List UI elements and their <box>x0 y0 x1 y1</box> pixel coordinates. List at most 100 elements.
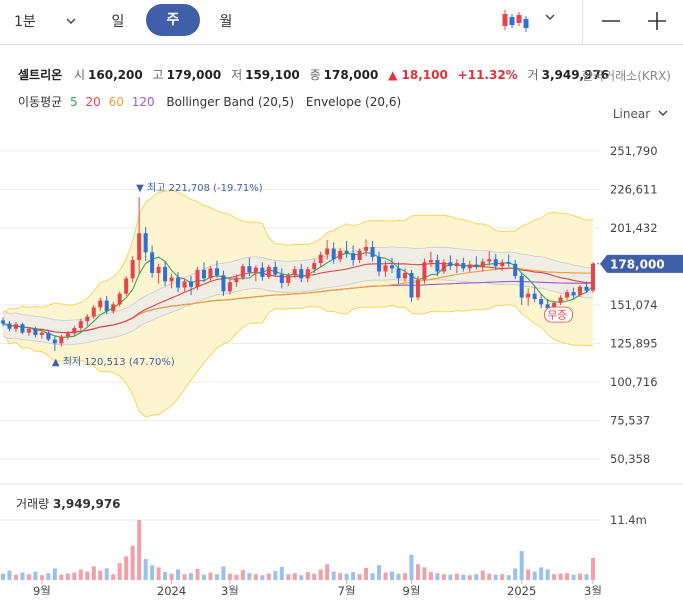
time-tick-label: 3월 <box>584 584 602 595</box>
volume-bar <box>377 565 382 580</box>
high-annotation: ▼ 최고 221,708 (-19.71%) <box>136 182 263 194</box>
low-label: 저 <box>231 68 243 82</box>
volume-bar <box>467 575 472 580</box>
candle-body <box>454 263 459 267</box>
candle-body <box>578 286 583 296</box>
candle-body <box>331 248 336 260</box>
candle-body <box>422 262 427 280</box>
volume-bar <box>435 573 440 580</box>
event-badge <box>544 306 573 323</box>
candle-body <box>260 267 265 277</box>
candle-body <box>526 293 531 298</box>
scale-mode-selector[interactable]: Linear <box>613 107 669 121</box>
chevron-down-icon[interactable] <box>544 8 564 34</box>
volume-bar <box>441 574 446 580</box>
open-value: 160,200 <box>88 68 143 82</box>
close-label: 종 <box>309 68 321 82</box>
candle-body <box>325 248 330 255</box>
price-axis: 251,790 226,611 201,432 151,074 125,895 100,7… <box>593 144 683 466</box>
volume-bar <box>33 571 38 580</box>
candle-body <box>409 273 414 298</box>
volume-bar <box>539 567 544 580</box>
volume-bar <box>402 573 407 580</box>
volume-bar <box>390 571 395 580</box>
candle-body <box>467 264 472 269</box>
time-tick-label: 9월 <box>403 584 421 595</box>
volume-bar <box>117 563 122 580</box>
volume-bar <box>422 567 427 580</box>
candle-body <box>208 268 213 279</box>
time-tick-label: 3월 <box>221 584 239 595</box>
candle-body <box>214 268 219 276</box>
candle-body <box>396 268 401 279</box>
volume-bar <box>124 556 129 580</box>
volume-tick-label: 11.4m <box>610 513 647 527</box>
volume-bar <box>474 574 479 580</box>
volume-bar <box>137 520 142 580</box>
volume-bar <box>454 573 459 580</box>
candle-body <box>33 328 38 335</box>
candle-body <box>111 304 116 312</box>
price-chart[interactable]: 251,790 226,611 201,432 151,074 125,895 100,7… <box>0 130 683 595</box>
volume-bar <box>331 571 336 580</box>
volume-bar <box>247 573 252 580</box>
candle-body <box>461 263 466 269</box>
high-value: 179,000 <box>166 68 222 82</box>
candlestick-icon[interactable] <box>496 8 536 34</box>
candle-body <box>344 250 349 254</box>
current-price-tag <box>600 254 683 273</box>
candle-body <box>571 292 576 296</box>
open-label: 시 <box>74 68 86 82</box>
exchange-name: 한국거래소(KRX) <box>582 69 671 83</box>
volume-bar <box>91 566 96 580</box>
candle-body <box>590 263 596 291</box>
tab-month[interactable]: 월 <box>219 14 233 30</box>
bands-layer <box>2 189 594 418</box>
candle-body <box>558 297 563 303</box>
minus-icon[interactable] <box>600 8 622 34</box>
tab-interval[interactable]: 1분 <box>14 10 84 34</box>
volume-bar <box>461 574 466 580</box>
candle-body <box>305 269 310 279</box>
candle-body <box>137 233 142 261</box>
volume-bar <box>312 573 317 580</box>
candle-body <box>189 281 194 287</box>
candle-body <box>266 266 271 277</box>
candle-body <box>493 259 498 267</box>
price-tick-label: 100,716 <box>610 375 658 389</box>
time-tick-label: 2025 <box>507 584 536 595</box>
candle-body <box>487 259 492 262</box>
price-tick-label: 151,074 <box>610 298 658 312</box>
tab-day[interactable]: 일 <box>111 14 125 30</box>
candle-body <box>234 277 239 283</box>
close-value: 178,000 <box>323 68 379 82</box>
candle-body <box>124 278 129 294</box>
volume-bar <box>260 575 265 580</box>
volume-bar <box>578 573 583 580</box>
price-tick-label: 226,611 <box>610 183 658 197</box>
candle-body <box>150 252 155 274</box>
volume-bar <box>214 574 219 580</box>
volume-bar <box>493 574 498 580</box>
volume-bar <box>13 574 18 580</box>
time-tick-label: 2024 <box>157 584 186 595</box>
candle-body <box>98 300 103 308</box>
volume-bar <box>409 554 414 580</box>
candle-body <box>13 324 18 329</box>
volume-bar <box>552 574 557 580</box>
plus-icon[interactable] <box>646 8 668 34</box>
volume-bar <box>487 573 492 580</box>
indicator-legend[interactable]: 이동평균 5 20 60 120 Bollinger Band (20,5) E… <box>18 93 405 110</box>
price-tick-label: 251,790 <box>610 144 658 158</box>
tab-week[interactable]: 주 <box>146 4 200 36</box>
bollinger-label: Bollinger Band (20,5) <box>166 95 295 109</box>
volume-bar <box>111 574 116 580</box>
volume-bar <box>506 575 511 580</box>
volume-bar <box>156 567 161 580</box>
volume-bar <box>338 573 343 580</box>
candle-body <box>176 277 181 288</box>
candle-body <box>428 260 433 263</box>
volume-bar <box>448 574 453 580</box>
candle-body <box>338 250 343 260</box>
candle-body <box>318 254 323 264</box>
